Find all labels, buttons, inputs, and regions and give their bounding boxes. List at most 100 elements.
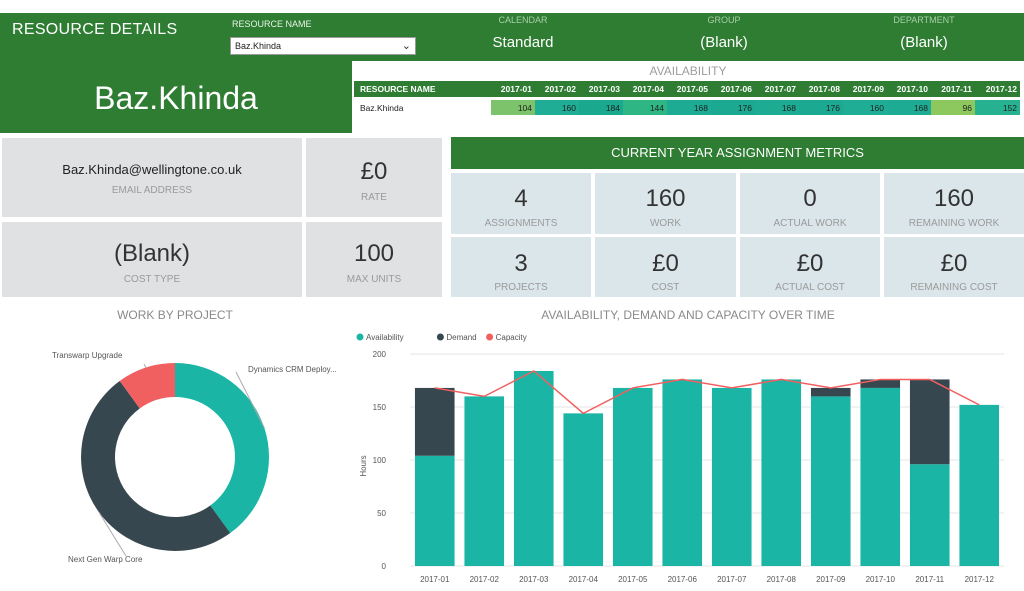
remaining-work-value: 160 [933,185,975,212]
max-units-card: 100 MAX UNITS [306,222,442,297]
availability-col-month[interactable]: 2017-11 [931,81,975,99]
availability-cell: 160 [535,97,579,115]
cost-value: £0 [652,250,679,277]
availability-bar [761,379,802,566]
resource-name-label: RESOURCE NAME [232,19,312,29]
group-label: GROUP [707,15,741,25]
availability-col-month[interactable]: 2017-12 [975,81,1020,99]
department-value: (Blank) [900,34,948,51]
work-label: WORK [649,218,682,229]
donut-leader-line [143,363,147,368]
availability-bar [662,379,703,566]
header-panel [0,13,352,133]
remaining-work-label: REMAINING WORK [908,218,1000,229]
y-axis-title: Hours [359,455,368,476]
availability-col-month[interactable]: 2017-09 [843,81,887,99]
x-tick-label: 2017-12 [965,575,995,584]
x-tick-label: 2017-01 [420,575,450,584]
donut-slice-label: Dynamics CRM Deploy... [248,365,337,374]
availability-col-month[interactable]: 2017-03 [579,81,623,99]
x-tick-label: 2017-10 [866,575,896,584]
rate-label: RATE [361,192,387,203]
table-row: Baz.Khinda 104 160 184 144 168 176 168 1… [354,97,1020,115]
x-tick-label: 2017-02 [470,575,500,584]
availability-col-month[interactable]: 2017-07 [755,81,799,99]
x-tick-label: 2017-03 [519,575,549,584]
availability-table: RESOURCE NAME 2017-01 2017-02 2017-03 20… [354,81,1020,115]
calendar-value: Standard [492,34,554,51]
max-units-value: 100 [353,240,395,267]
group-value: (Blank) [700,34,748,51]
demand-bar [909,379,950,465]
x-tick-label: 2017-11 [915,575,944,584]
cost-label: COST [651,282,680,293]
actual-work-value: 0 [803,185,817,212]
availability-col-month[interactable]: 2017-08 [799,81,843,99]
projects-value: 3 [514,250,528,277]
x-tick-label: 2017-06 [668,575,698,584]
availability-col-month[interactable]: 2017-01 [491,81,535,99]
metrics-title-bar: CURRENT YEAR ASSIGNMENT METRICS [451,137,1024,169]
availability-bar [513,370,554,566]
availability-cell: 168 [887,97,931,115]
cost-card: £0 COST [595,237,736,297]
legend-marker [436,333,444,341]
projects-label: PROJECTS [494,282,548,293]
demand-bar [860,379,901,388]
availability-cell: 144 [623,97,667,115]
availability-bar [612,387,653,566]
availability-col-month[interactable]: 2017-04 [623,81,667,99]
cost-type-value: (Blank) [113,240,191,267]
availability-cell: 176 [711,97,755,115]
capacity-line [434,370,980,415]
y-tick-label: 150 [373,403,387,412]
legend-label: Availability [366,333,404,342]
availability-bar [860,387,901,566]
work-by-project-chart: Dynamics CRM Deploy... Next Gen Warp Core… [52,351,337,564]
availability-bar [563,413,604,566]
resource-name-select[interactable]: Baz.Khinda ⌄ [230,37,416,55]
y-tick-label: 100 [373,456,387,465]
assignments-card: 4 ASSIGNMENTS [451,173,591,234]
availability-cell: 168 [755,97,799,115]
chevron-down-icon[interactable]: ⌄ [401,40,411,52]
y-tick-label: 0 [382,562,387,571]
legend-marker [486,333,494,341]
remaining-work-card: 160 REMAINING WORK [884,173,1024,234]
x-tick-label: 2017-08 [767,575,797,584]
remaining-cost-value: £0 [940,250,968,277]
availability-cell: 168 [667,97,711,115]
availability-row-name: Baz.Khinda [354,97,491,115]
demand-bar [414,387,455,456]
email-label: EMAIL ADDRESS [111,185,193,196]
availability-cell: 184 [579,97,623,115]
availability-col-month[interactable]: 2017-10 [887,81,931,99]
availability-bar [909,464,950,566]
availability-bar [711,387,752,566]
remaining-cost-label: REMAINING COST [910,282,998,293]
projects-card: 3 PROJECTS [451,237,591,297]
resource-name-value: Baz.Khinda [235,41,282,51]
x-tick-label: 2017-07 [717,575,747,584]
donut-slice-label: Transwarp Upgrade [52,351,123,360]
availability-cell: 152 [975,97,1020,115]
legend-marker [356,333,364,341]
availability-col-month[interactable]: 2017-02 [535,81,579,99]
availability-col-month[interactable]: 2017-06 [711,81,755,99]
actual-cost-card: £0 ACTUAL COST [740,237,880,297]
availability-cell: 160 [843,97,887,115]
donut-slice [175,363,269,534]
calendar-label: CALENDAR [498,15,548,25]
cost-type-label: COST TYPE [123,274,181,285]
assignments-value: 4 [514,185,528,212]
rate-value: £0 [360,158,388,185]
work-by-project-title: WORK BY PROJECT [117,308,233,322]
actual-work-label: ACTUAL WORK [773,218,847,229]
availability-col-month[interactable]: 2017-05 [667,81,711,99]
rate-card: £0 RATE [306,138,442,217]
availability-col-resource[interactable]: RESOURCE NAME [354,81,491,99]
x-tick-label: 2017-04 [569,575,599,584]
donut-slice [119,363,175,409]
availability-demand-capacity-chart: Availability Demand Capacity Hours 0 50 100 150… [356,333,1004,584]
max-units-label: MAX UNITS [346,274,402,285]
